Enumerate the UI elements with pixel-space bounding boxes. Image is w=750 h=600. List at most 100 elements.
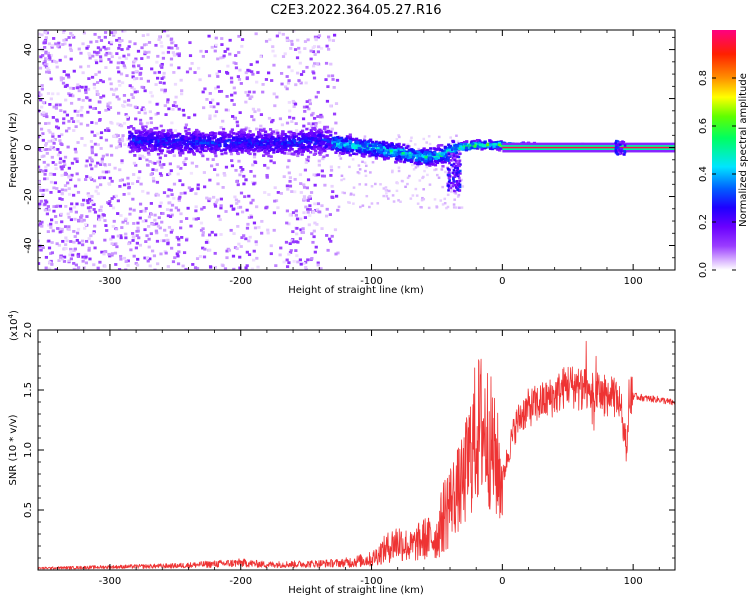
noise-cell	[232, 103, 236, 106]
signal-cell	[201, 154, 205, 158]
noise-cell	[123, 100, 127, 104]
noise-cell	[131, 64, 136, 68]
noise-cell	[142, 107, 147, 111]
signal-cell	[158, 144, 162, 148]
signal-cell	[363, 145, 367, 148]
signal-cell	[166, 150, 170, 153]
noise-cell	[209, 105, 213, 109]
noise-cell	[249, 214, 253, 217]
noise-cell	[48, 103, 52, 106]
noise-cell	[49, 218, 54, 222]
signal-cell	[272, 151, 276, 154]
signal-cell	[241, 133, 245, 136]
noise-cell	[348, 165, 351, 169]
signal-cell	[341, 146, 345, 150]
noise-cell	[449, 136, 452, 139]
noise-cell	[219, 89, 224, 93]
signal-cell	[461, 142, 465, 146]
noise-cell	[325, 125, 330, 129]
noise-cell	[106, 107, 111, 111]
noise-cell	[129, 248, 133, 252]
signal-cell	[313, 145, 317, 148]
noise-cell	[339, 157, 343, 160]
noise-cell	[170, 41, 174, 45]
noise-cell	[133, 59, 137, 63]
noise-cell	[126, 264, 130, 267]
signal-cell	[438, 152, 442, 155]
signal-cell	[316, 139, 320, 143]
signal-cell	[465, 145, 469, 148]
noise-cell	[315, 222, 319, 226]
noise-cell	[75, 238, 79, 242]
noise-cell	[279, 246, 283, 250]
noise-cell	[95, 89, 99, 93]
noise-cell	[56, 43, 61, 47]
noise-cell	[308, 204, 312, 208]
noise-cell	[77, 218, 81, 222]
noise-cell	[433, 198, 437, 201]
noise-cell	[105, 229, 109, 232]
signal-cell	[279, 140, 283, 144]
noise-cell	[219, 197, 223, 201]
noise-cell	[61, 239, 65, 243]
noise-cell	[88, 205, 93, 209]
noise-cell	[434, 168, 438, 171]
signal-cell	[150, 146, 154, 150]
noise-cell	[317, 34, 322, 38]
noise-cell	[327, 237, 332, 241]
noise-cell	[160, 88, 164, 92]
signal-cell	[436, 147, 441, 150]
noise-cell	[97, 214, 101, 218]
signal-cell	[212, 136, 216, 139]
noise-cell	[296, 154, 300, 158]
noise-cell	[197, 66, 201, 70]
noise-cell	[181, 108, 185, 112]
signal-cell	[489, 140, 493, 143]
noise-cell	[40, 33, 44, 37]
noise-cell	[149, 121, 153, 125]
noise-cell	[179, 78, 183, 82]
noise-cell	[191, 263, 195, 266]
noise-cell	[112, 134, 116, 138]
signal-cell	[213, 134, 217, 138]
signal-cell	[280, 135, 284, 138]
signal-cell	[357, 139, 361, 142]
noise-cell	[285, 221, 289, 225]
noise-cell	[285, 265, 290, 269]
noise-cell	[250, 267, 254, 270]
noise-cell	[302, 183, 306, 187]
noise-cell	[385, 195, 389, 198]
noise-cell	[308, 214, 312, 217]
noise-cell	[109, 42, 113, 46]
noise-cell	[308, 208, 312, 211]
signal-cell	[206, 147, 211, 151]
noise-cell	[203, 87, 207, 91]
signal-cell	[171, 135, 175, 139]
signal-cell	[276, 137, 280, 141]
signal-cell	[318, 128, 322, 132]
noise-cell	[298, 173, 303, 177]
noise-cell	[45, 188, 49, 192]
noise-cell	[199, 228, 204, 232]
signal-cell	[182, 138, 186, 141]
noise-cell	[198, 254, 203, 258]
noise-cell	[397, 134, 400, 137]
signal-cell	[232, 136, 236, 140]
noise-cell	[158, 226, 162, 230]
noise-cell	[117, 97, 121, 101]
noise-cell	[282, 175, 286, 179]
noise-cell	[337, 205, 341, 209]
noise-cell	[41, 193, 45, 197]
noise-cell	[60, 197, 64, 201]
signal-cell	[258, 148, 262, 151]
noise-cell	[294, 249, 298, 252]
noise-cell	[211, 158, 215, 161]
signal-cell	[223, 132, 227, 135]
signal-cell	[257, 140, 261, 144]
signal-cell	[397, 148, 401, 151]
noise-cell	[111, 206, 116, 210]
noise-cell	[69, 257, 73, 261]
signal-cell	[275, 150, 280, 154]
noise-cell	[130, 93, 134, 96]
noise-cell	[131, 197, 135, 201]
